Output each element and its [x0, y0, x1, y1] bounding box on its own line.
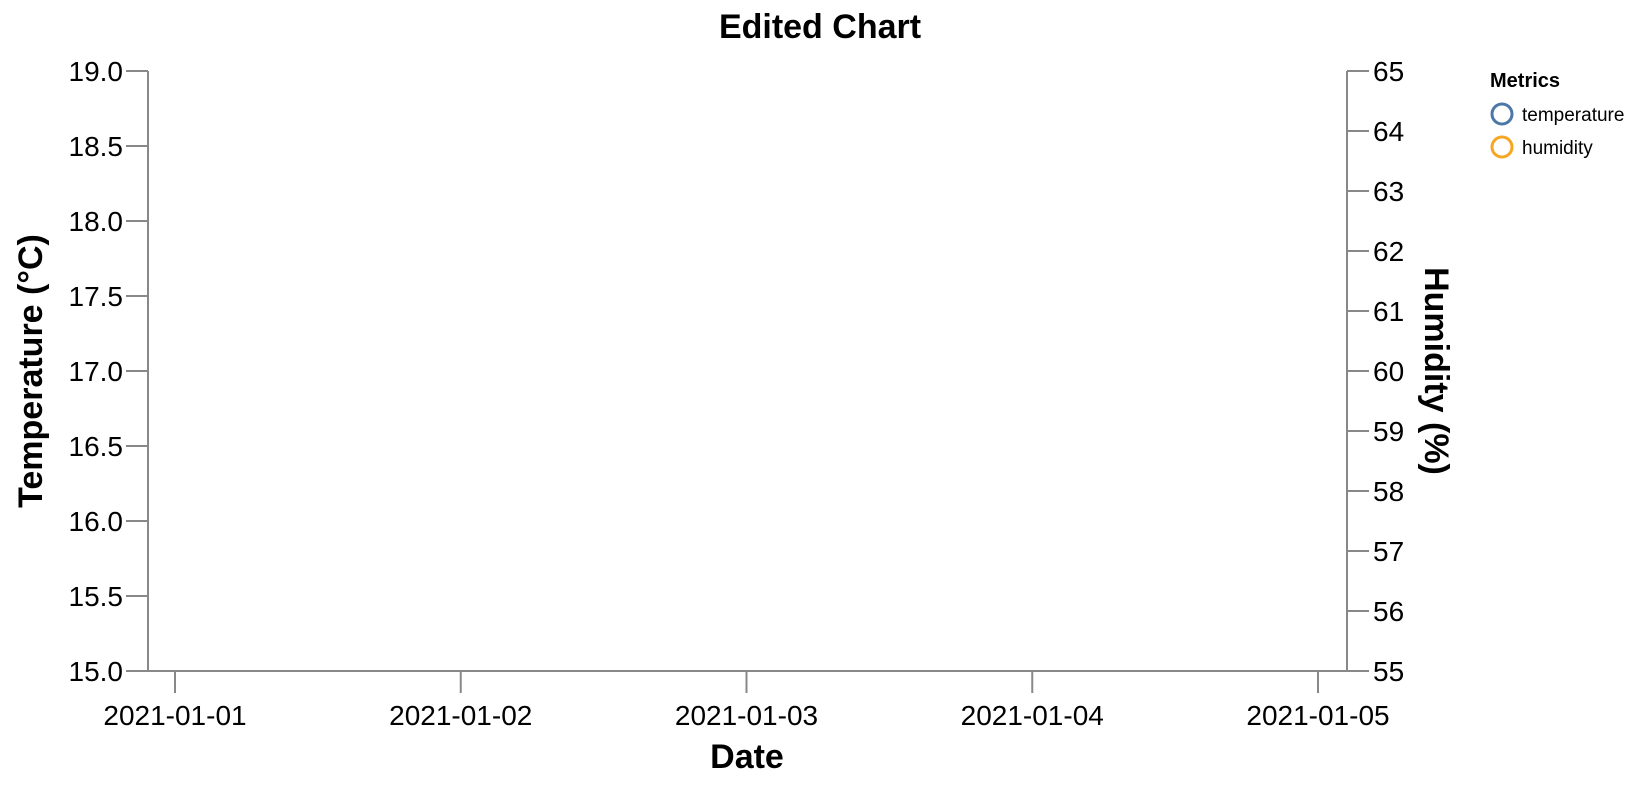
right-y-tick-label: 57 — [1373, 536, 1404, 567]
left-y-tick-label: 19.0 — [69, 56, 124, 87]
right-y-tick-label: 59 — [1373, 416, 1404, 447]
x-tick-label: 2021-01-01 — [103, 700, 246, 731]
right-y-tick-label: 56 — [1373, 596, 1404, 627]
chart-title: Edited Chart — [719, 8, 921, 46]
left-y-tick-label: 16.5 — [69, 431, 124, 462]
x-axis-title: Date — [710, 738, 784, 776]
left-y-tick-label: 17.5 — [69, 281, 124, 312]
right-y-tick-label: 63 — [1373, 176, 1404, 207]
right-y-axis: 55 56 57 58 59 60 61 62 63 64 65 — [1346, 56, 1404, 687]
x-tick-label: 2021-01-03 — [675, 700, 818, 731]
right-y-tick-label: 65 — [1373, 56, 1404, 87]
left-y-tick-label: 18.0 — [69, 206, 124, 237]
right-y-tick-label: 62 — [1373, 236, 1404, 267]
left-y-tick-label: 17.0 — [69, 356, 124, 387]
right-y-tick-label: 64 — [1373, 116, 1404, 147]
right-y-tick-label: 55 — [1373, 656, 1404, 687]
left-y-tick-label: 15.0 — [69, 656, 124, 687]
left-y-axis-title: Temperature (°C) — [12, 234, 50, 508]
right-y-tick-label: 58 — [1373, 476, 1404, 507]
legend: Metrics temperature humidity — [1490, 70, 1624, 159]
legend-symbol-temperature — [1490, 102, 1514, 126]
left-y-tick-label: 18.5 — [69, 131, 124, 162]
legend-symbol-humidity — [1490, 135, 1514, 159]
x-tick-label: 2021-01-04 — [961, 700, 1104, 731]
left-y-axis: 15.0 15.5 16.0 16.5 17.0 17.5 18.0 18.5 19.0 — [69, 56, 149, 687]
left-y-tick-label: 15.5 — [69, 581, 124, 612]
right-y-tick-label: 60 — [1373, 356, 1404, 387]
x-tick-label: 2021-01-02 — [389, 700, 532, 731]
legend-title: Metrics — [1490, 70, 1560, 92]
legend-label-humidity: humidity — [1522, 138, 1593, 159]
right-y-tick-label: 61 — [1373, 296, 1404, 327]
left-y-tick-label: 16.0 — [69, 506, 124, 537]
legend-label-temperature: temperature — [1522, 105, 1624, 126]
x-tick-label: 2021-01-05 — [1246, 700, 1389, 731]
x-axis: 2021-01-01 2021-01-02 2021-01-03 2021-01-04… — [103, 670, 1390, 731]
right-y-axis-title: Humidity (%) — [1417, 267, 1455, 475]
legend-entries: temperature humidity — [1490, 102, 1624, 159]
